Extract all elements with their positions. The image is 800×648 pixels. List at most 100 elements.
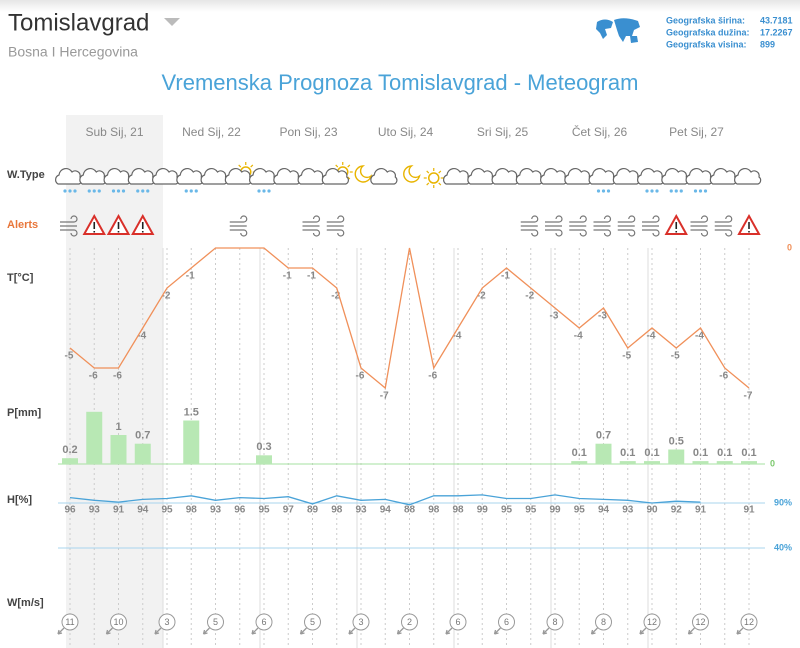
row-label: W.Type (7, 169, 45, 181)
snow-dot (674, 189, 678, 193)
data-label: -7 (380, 391, 389, 402)
sun-ray (250, 164, 254, 168)
sun-ray (426, 182, 430, 186)
cloud-icon (443, 167, 471, 185)
cloud-icon (467, 167, 495, 185)
wind-arrow (57, 627, 65, 635)
chart-title: Vremenska Prognoza Tomislavgrad - Meteog… (162, 70, 639, 95)
snow-dot (194, 189, 198, 193)
wind-speed: 5 (213, 617, 218, 627)
wind-arrow (736, 627, 744, 635)
day-label: Pon Sij, 23 (279, 125, 337, 139)
precip-bar (86, 411, 103, 464)
precip-bar (183, 420, 200, 464)
sun-ray (335, 164, 339, 168)
data-label: 91 (743, 505, 755, 516)
snow-dot (68, 189, 72, 193)
wind-arrow (590, 627, 598, 635)
city: Tomislavgrad (8, 9, 149, 36)
wind-circle (692, 613, 709, 631)
data-label: -3 (550, 311, 559, 322)
data-label: 91 (113, 505, 125, 516)
wind-circle (643, 613, 661, 631)
wind-circle (595, 613, 612, 631)
data-label: 93 (355, 505, 367, 516)
data-label: -4 (695, 331, 704, 342)
wind-alert-icon (326, 215, 345, 237)
wind-speed: 12 (647, 617, 657, 627)
wind-arrow (396, 627, 404, 635)
snow-dot (262, 189, 266, 193)
dropdown[interactable] (164, 18, 180, 26)
y-tick-label: 0 (787, 242, 792, 252)
wind-arrow (639, 627, 647, 635)
data-label: -1 (501, 271, 510, 282)
data-label: -5 (671, 351, 680, 362)
wind-speed: 12 (695, 617, 705, 627)
wind-alert-icon (642, 215, 660, 237)
snow-dot (596, 189, 601, 193)
wind-circle (110, 613, 127, 631)
wind-circle (449, 613, 467, 631)
cloud-icon (321, 167, 349, 185)
cloud-icon (734, 167, 762, 185)
top-shade (0, 0, 800, 12)
temperature-line (69, 247, 750, 390)
wind-alert-icon (545, 215, 563, 237)
snow-dot (693, 189, 698, 193)
wind-alert-icon (617, 215, 636, 237)
cloud-icon (249, 167, 277, 185)
wind-speed: 6 (455, 617, 460, 627)
wind-alert-icon (690, 215, 709, 237)
data-label: -6 (113, 371, 122, 382)
data-label: 94 (380, 505, 392, 516)
snow-dot (87, 189, 91, 193)
data-label: -1 (283, 271, 292, 282)
data-label: 91 (695, 505, 707, 516)
day-shade (66, 115, 163, 648)
data-label: 92 (671, 505, 683, 516)
data-label: -6 (428, 371, 437, 382)
snow-dot (92, 189, 96, 193)
geo-label: Geografska visina: (666, 39, 747, 49)
snow-dot (645, 189, 649, 193)
data-label: 96 (64, 505, 76, 516)
data-label: -7 (744, 391, 753, 402)
precip-bar (644, 461, 660, 464)
wind-speed: 5 (310, 617, 315, 627)
snow-dot (601, 189, 606, 193)
data-label: -6 (356, 371, 365, 382)
sun-icon (428, 172, 440, 184)
wind-circle (61, 613, 79, 631)
data-label: 95 (525, 505, 537, 516)
precip-bar (716, 461, 733, 464)
snow-dot (73, 189, 77, 193)
row-label: T[°C] (7, 272, 34, 284)
data-label: 93 (210, 505, 222, 516)
data-label: 98 (331, 505, 343, 516)
wind-circle (207, 613, 224, 631)
snow-dot (257, 189, 261, 193)
cloud-icon (661, 167, 689, 185)
cloud-icon (588, 167, 616, 185)
wind-alert-icon (593, 215, 612, 237)
row-label: P[mm] (7, 407, 42, 419)
cloud-icon (515, 167, 543, 185)
row-labels: W.Type Alerts T[°C] P[mm] H[%] W[m/s] (7, 169, 45, 609)
wind-alert-icon (569, 215, 587, 237)
cloud-icon (540, 167, 568, 185)
moon-icon (354, 165, 373, 183)
data-label: 88 (404, 505, 416, 516)
wind-circle (255, 613, 273, 631)
wind-speed: 3 (164, 617, 169, 627)
data-label: 1.5 (184, 406, 199, 418)
wind-arrow (251, 627, 259, 635)
data-label: -2 (525, 291, 534, 302)
data-label: -4 (574, 331, 583, 342)
data-label: 0.1 (620, 447, 635, 459)
wind-arrow (299, 627, 307, 635)
wind-circle (352, 613, 370, 631)
day-label: Sub Sij, 21 (85, 125, 143, 139)
snow-dot (650, 189, 654, 193)
wind-circle (401, 613, 418, 631)
